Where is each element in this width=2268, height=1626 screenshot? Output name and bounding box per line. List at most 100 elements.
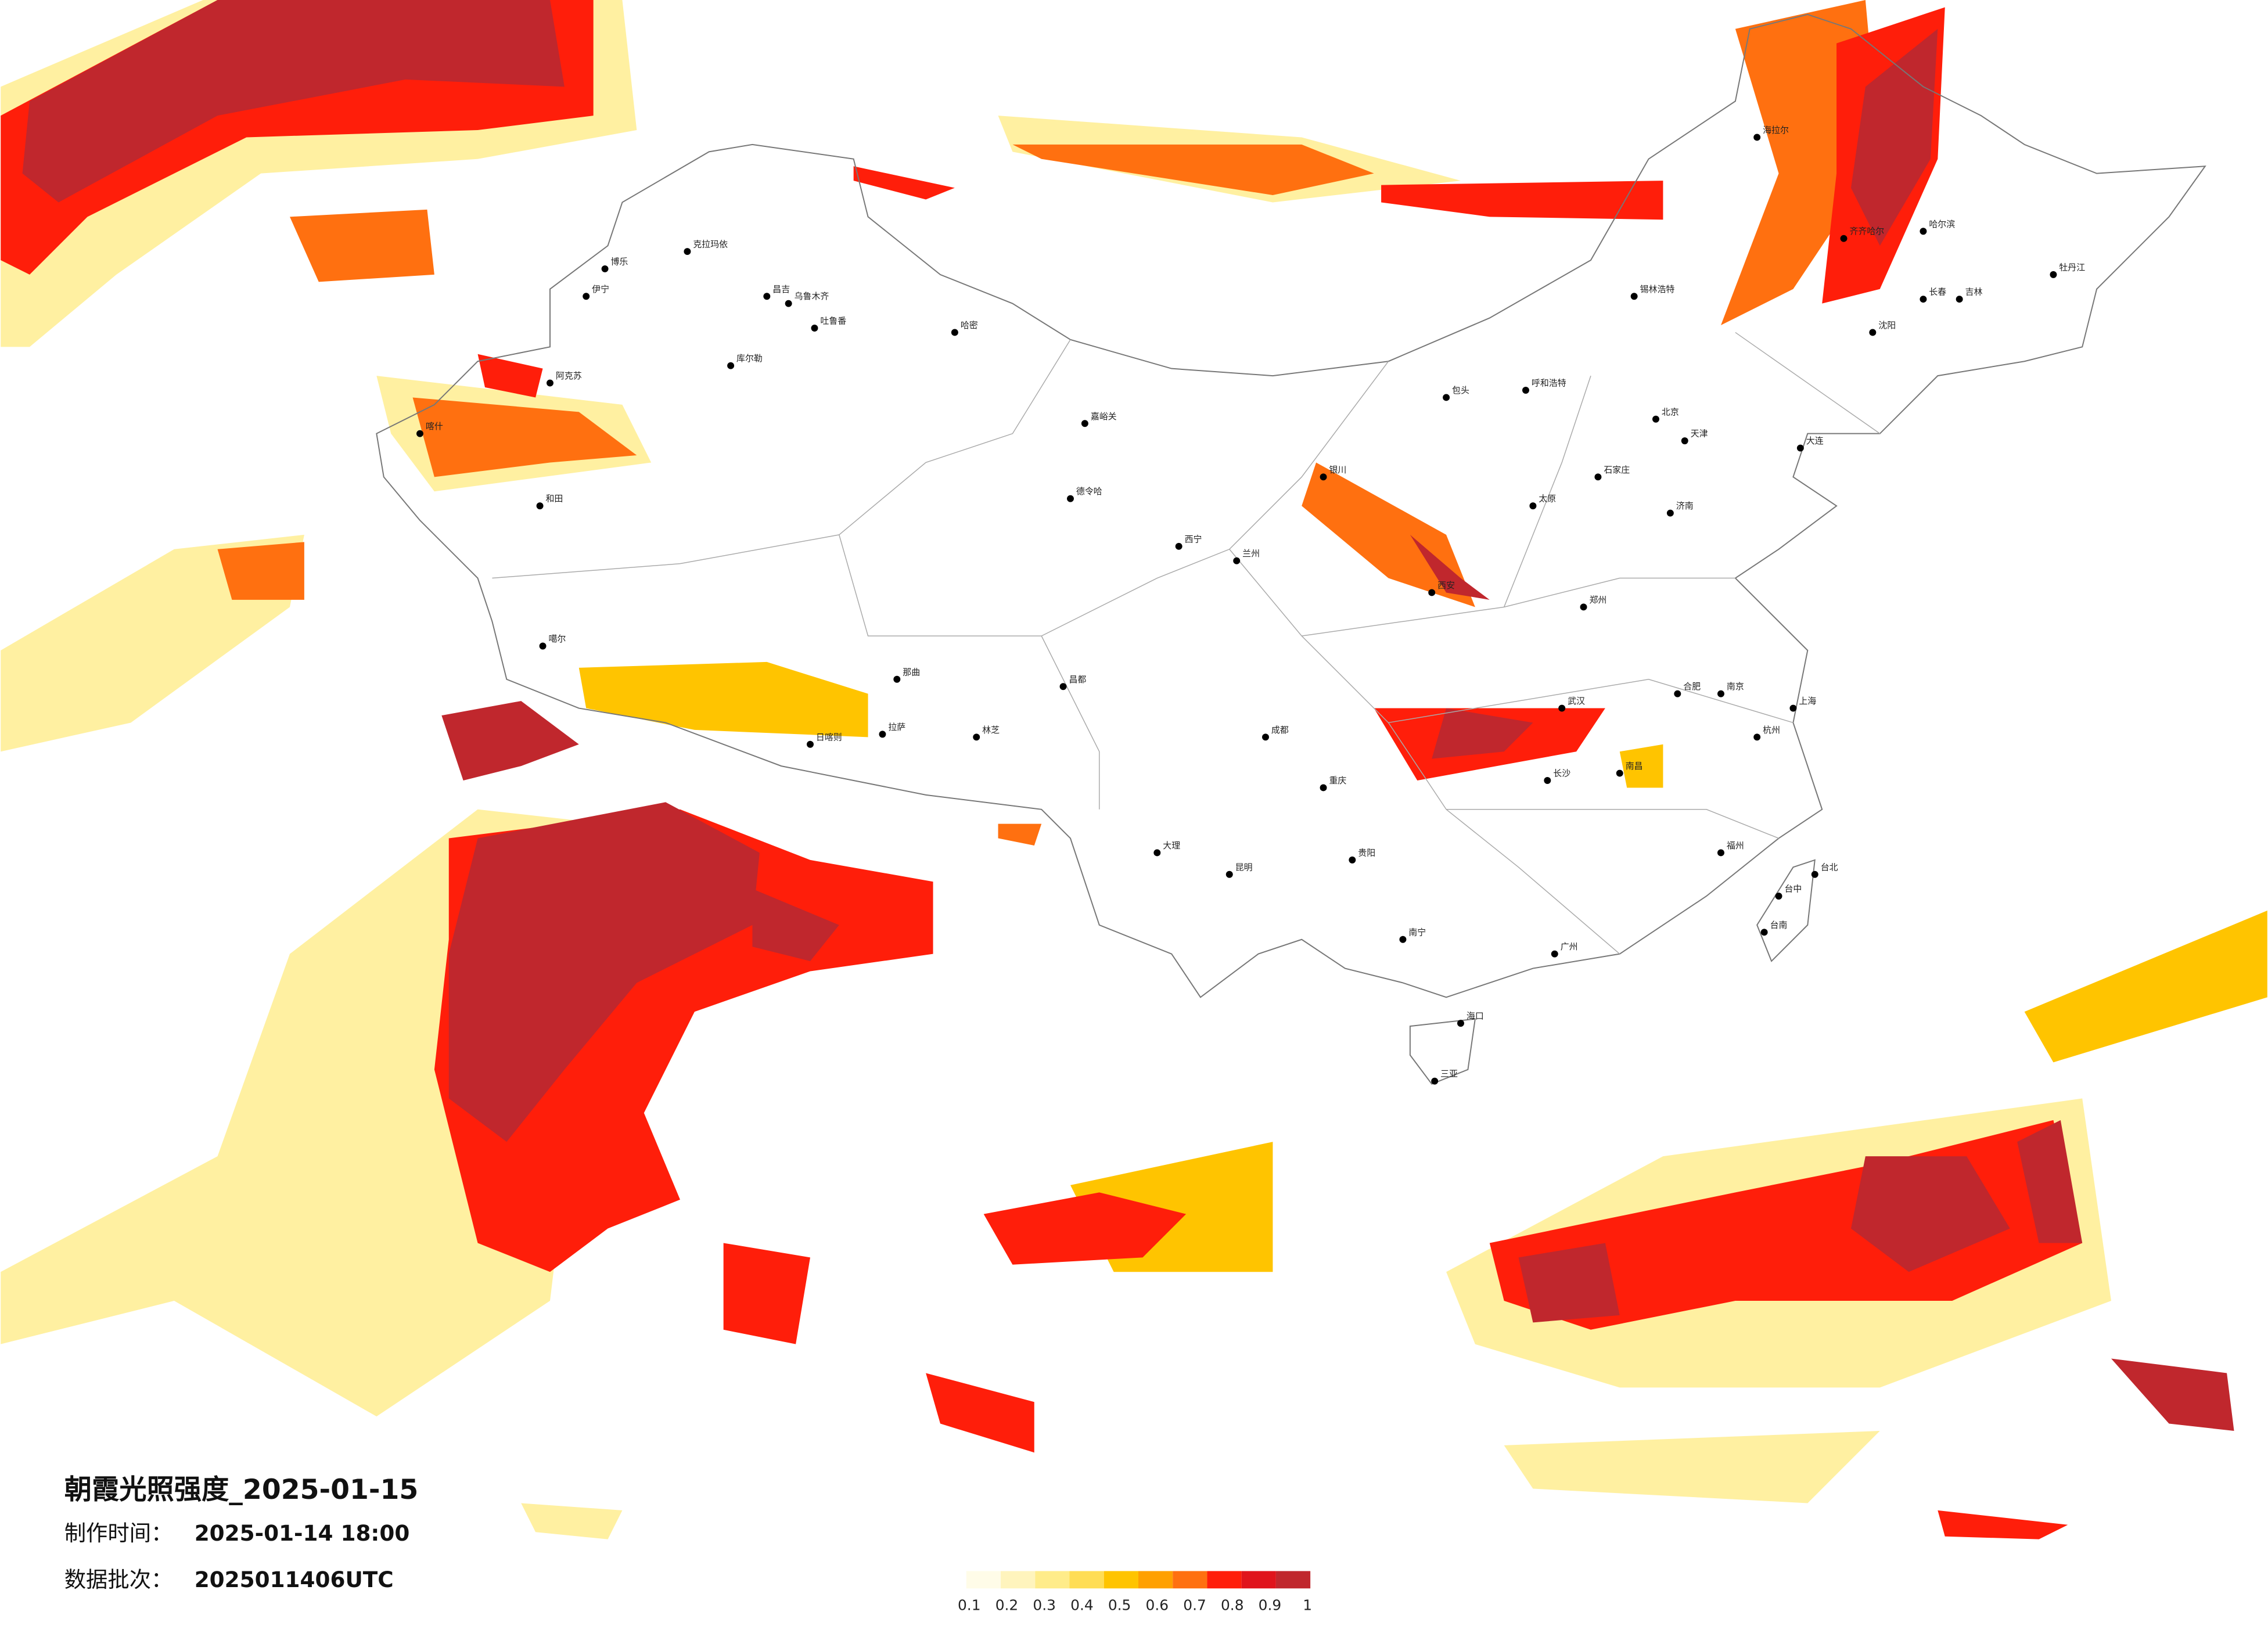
city-dot [1580,603,1587,611]
legend-swatch [1207,1571,1242,1589]
city-label: 海口 [1467,1011,1484,1021]
city-label: 大连 [1806,436,1824,446]
city-dot [1544,777,1551,784]
city-label: 博乐 [611,256,628,267]
city-label: 呼和浩特 [1532,378,1566,388]
city-dot [1789,704,1797,712]
legend-swatch [1069,1571,1104,1589]
city-dot [583,293,590,300]
made-time: 2025-01-14 18:00 [195,1520,410,1546]
city-label: 哈密 [961,320,978,330]
china-outline [376,13,2206,998]
legend-swatch [1173,1571,1207,1589]
city-label: 天津 [1691,429,1708,439]
city-label: 贵阳 [1358,847,1375,858]
city-label: 牡丹江 [2059,262,2085,272]
city-label: 成都 [1271,725,1289,735]
city-dot [1175,542,1182,550]
legend-tick-label: 0.8 [1221,1597,1244,1614]
legend-swatch [966,1571,1001,1589]
city-dot [1920,228,1927,235]
city-label: 南京 [1727,681,1744,692]
legend-tick-label: 0.4 [1070,1597,1094,1614]
city-dot [1920,296,1927,303]
batch: 2025011406UTC [195,1567,394,1592]
city-dot [951,329,958,336]
city-label: 台南 [1770,920,1788,930]
city-dot [1594,473,1602,481]
city-dot [1811,870,1818,878]
city-label: 石家庄 [1604,465,1630,475]
city-dot [1652,415,1659,423]
city-label: 大理 [1163,840,1180,851]
city-dot [1153,849,1161,857]
city-label: 北京 [1662,406,1679,417]
field-gold [578,661,2267,1272]
city-label: 三亚 [1440,1069,1458,1079]
city-dot [1760,929,1768,936]
city-dot [1630,293,1638,300]
city-label: 和田 [546,494,563,504]
city-dot [416,430,423,437]
city-dot [1753,134,1761,141]
legend: 0.1 0.2 0.3 0.4 0.5 0.6 0.7 0.8 0.9 1 [958,1571,1312,1614]
city-dot [785,300,792,307]
legend-swatch [1001,1571,1036,1589]
city-label: 上海 [1799,696,1816,706]
city-dot [807,740,814,748]
city-label: 重庆 [1329,775,1347,786]
city-dot [1666,509,1674,517]
city-label: 太原 [1539,494,1556,504]
made-label: 制作时间： [64,1520,173,1546]
city-label: 西宁 [1185,534,1202,544]
city-label: 日喀则 [816,732,842,742]
city-label: 海拉尔 [1763,125,1789,135]
city-dot [1262,733,1269,741]
field-darkred [22,0,2234,1431]
city-dot [763,293,771,300]
city-dot [1551,950,1558,958]
city-dot [1443,394,1450,401]
city-dot [1320,784,1327,792]
city-dot [1796,444,1804,452]
city-label: 喀什 [426,421,443,431]
city-label: 昆明 [1235,862,1253,872]
city-dot [1529,502,1537,510]
city-label: 乌鲁木齐 [795,291,829,301]
city-label: 兰州 [1242,548,1260,559]
city-dot [1320,473,1327,481]
city-label: 台中 [1785,884,1802,894]
city-label: 南宁 [1408,927,1426,937]
city-label: 昌吉 [772,284,790,294]
city-dot [684,248,691,256]
legend-tick-label: 1 [1303,1597,1312,1614]
legend-tick-label: 0.1 [958,1597,981,1614]
city-label: 杭州 [1763,725,1780,735]
city-dot [1522,387,1529,394]
city-label: 西安 [1437,580,1455,591]
field-orange [217,0,1880,846]
city-dot [1081,420,1088,427]
city-dot [1349,856,1356,864]
city-label: 齐齐哈尔 [1850,226,1885,236]
city-dot [1225,870,1233,878]
city-label: 拉萨 [888,722,905,732]
city-label: 嘉峪关 [1091,411,1117,422]
borders [376,13,2206,1085]
city-label: 台北 [1821,862,1838,872]
city-dot [1869,329,1877,336]
legend-swatch [1138,1571,1173,1589]
legend-swatch [1275,1571,1311,1589]
legend-swatch [1241,1571,1276,1589]
city-label: 那曲 [903,667,920,677]
city-dot [1059,683,1067,690]
city-label: 吉林 [1965,287,1983,297]
city-dot [1431,1077,1439,1085]
city-dot [1616,769,1623,777]
city-label: 福州 [1727,840,1744,851]
city-label: 哈尔滨 [1929,219,1955,229]
city-dot [547,379,553,387]
city-dot [1457,1020,1464,1027]
city-dot [1674,690,1681,697]
